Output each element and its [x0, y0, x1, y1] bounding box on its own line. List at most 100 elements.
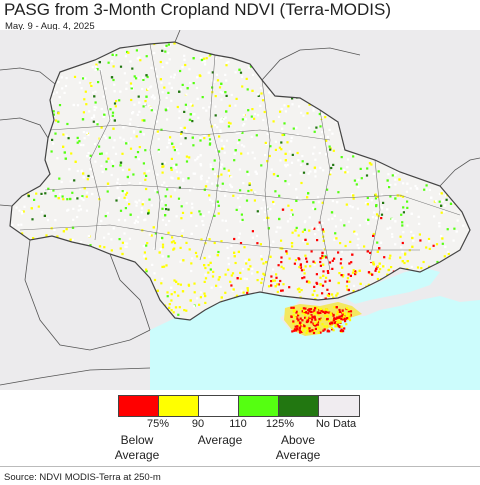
- ndvi-pixel: [141, 119, 144, 122]
- ndvi-pixel: [143, 255, 146, 258]
- ndvi-pixel: [145, 74, 148, 77]
- ndvi-pixel: [353, 154, 356, 157]
- ndvi-pixel: [127, 51, 130, 54]
- ndvi-pixel: [129, 60, 132, 63]
- ndvi-pixel: [251, 89, 254, 92]
- ndvi-pixel: [216, 254, 219, 257]
- crimea-pixel: [318, 318, 321, 321]
- ndvi-pixel: [235, 97, 238, 100]
- ndvi-pixel: [70, 152, 73, 155]
- crimea-pixel: [336, 323, 339, 326]
- ndvi-pixel: [214, 57, 217, 60]
- ndvi-pixel: [110, 173, 113, 177]
- ndvi-pixel: [317, 228, 320, 231]
- ndvi-pixel: [151, 263, 154, 266]
- ndvi-pixel: [195, 224, 198, 227]
- ndvi-pixel: [406, 200, 409, 203]
- ndvi-pixel: [137, 95, 140, 98]
- ndvi-pixel: [161, 218, 165, 222]
- crimea-pixel: [340, 317, 343, 321]
- ndvi-pixel: [332, 149, 335, 152]
- ndvi-pixel: [221, 147, 224, 150]
- crimea-pixel: [294, 316, 297, 319]
- ndvi-pixel: [204, 133, 207, 136]
- ndvi-pixel: [236, 277, 239, 280]
- ndvi-pixel: [203, 60, 206, 63]
- ndvi-pixel: [291, 231, 294, 234]
- ndvi-pixel: [57, 197, 60, 200]
- ndvi-pixel: [136, 57, 139, 60]
- ndvi-pixel: [218, 86, 222, 89]
- ndvi-pixel: [201, 220, 204, 223]
- ndvi-pixel: [260, 255, 263, 258]
- ndvi-pixel: [136, 113, 139, 116]
- ndvi-pixel: [326, 188, 329, 191]
- ndvi-pixel: [203, 280, 206, 283]
- ndvi-pixel: [355, 233, 358, 236]
- crimea-pixel: [333, 317, 336, 320]
- ndvi-pixel: [346, 277, 349, 280]
- ndvi-pixel: [367, 218, 370, 221]
- ndvi-pixel: [216, 126, 219, 129]
- ndvi-pixel: [403, 261, 406, 265]
- crimea-pixel: [341, 318, 344, 321]
- crimea-pixel: [303, 326, 306, 329]
- ndvi-pixel: [144, 100, 147, 103]
- ndvi-pixel: [332, 296, 335, 299]
- ndvi-pixel: [253, 191, 256, 194]
- crimea-pixel: [300, 330, 303, 333]
- ndvi-pixel: [126, 175, 129, 179]
- ndvi-pixel: [170, 168, 173, 171]
- ndvi-pixel: [165, 96, 168, 99]
- ndvi-pixel: [349, 205, 352, 208]
- ndvi-pixel: [176, 105, 179, 109]
- ndvi-pixel: [259, 104, 262, 107]
- ndvi-pixel: [136, 221, 139, 224]
- ndvi-pixel: [170, 293, 173, 296]
- ndvi-pixel: [351, 253, 354, 256]
- ndvi-pixel: [118, 238, 121, 241]
- ndvi-pixel: [55, 91, 59, 94]
- ndvi-pixel: [21, 232, 24, 235]
- ndvi-pixel: [143, 172, 146, 175]
- ndvi-pixel: [203, 264, 206, 267]
- ndvi-pixel: [336, 201, 339, 204]
- ndvi-pixel: [383, 265, 386, 268]
- ndvi-pixel: [163, 45, 166, 49]
- legend-swatch-75-90: [159, 396, 199, 416]
- ndvi-pixel: [440, 192, 443, 195]
- crimea-pixel: [310, 314, 313, 317]
- ndvi-pixel: [178, 306, 181, 309]
- legend-below-average: Below Average: [114, 433, 160, 462]
- crimea-pixel: [293, 329, 296, 332]
- ndvi-pixel: [305, 280, 309, 283]
- ndvi-pixel: [312, 260, 315, 263]
- ndvi-pixel: [178, 186, 181, 189]
- ndvi-pixel: [148, 198, 151, 201]
- ndvi-pixel: [298, 287, 301, 290]
- legend-no-data-label: No Data: [315, 418, 357, 430]
- ndvi-pixel: [96, 68, 99, 71]
- ndvi-pixel: [270, 168, 273, 171]
- ndvi-pixel: [446, 228, 449, 231]
- ndvi-pixel: [287, 105, 290, 108]
- ndvi-pixel: [167, 231, 170, 234]
- ndvi-pixel: [330, 166, 333, 170]
- crimea-pixel: [317, 313, 320, 316]
- ndvi-pixel: [170, 99, 173, 102]
- ndvi-pixel: [199, 164, 203, 167]
- crimea-pixel: [299, 317, 302, 320]
- ndvi-pixel: [233, 255, 236, 258]
- ndvi-pixel: [170, 241, 173, 244]
- ndvi-pixel: [240, 144, 244, 147]
- ndvi-pixel: [305, 257, 308, 260]
- crimea-pixel: [303, 325, 306, 328]
- ndvi-pixel: [327, 218, 330, 221]
- ndvi-pixel: [71, 226, 75, 229]
- ndvi-pixel: [111, 160, 114, 163]
- ndvi-pixel: [436, 260, 439, 264]
- ndvi-pixel: [318, 221, 321, 224]
- ndvi-pixel: [221, 163, 224, 166]
- ndvi-pixel: [144, 218, 147, 221]
- ndvi-pixel: [235, 131, 238, 134]
